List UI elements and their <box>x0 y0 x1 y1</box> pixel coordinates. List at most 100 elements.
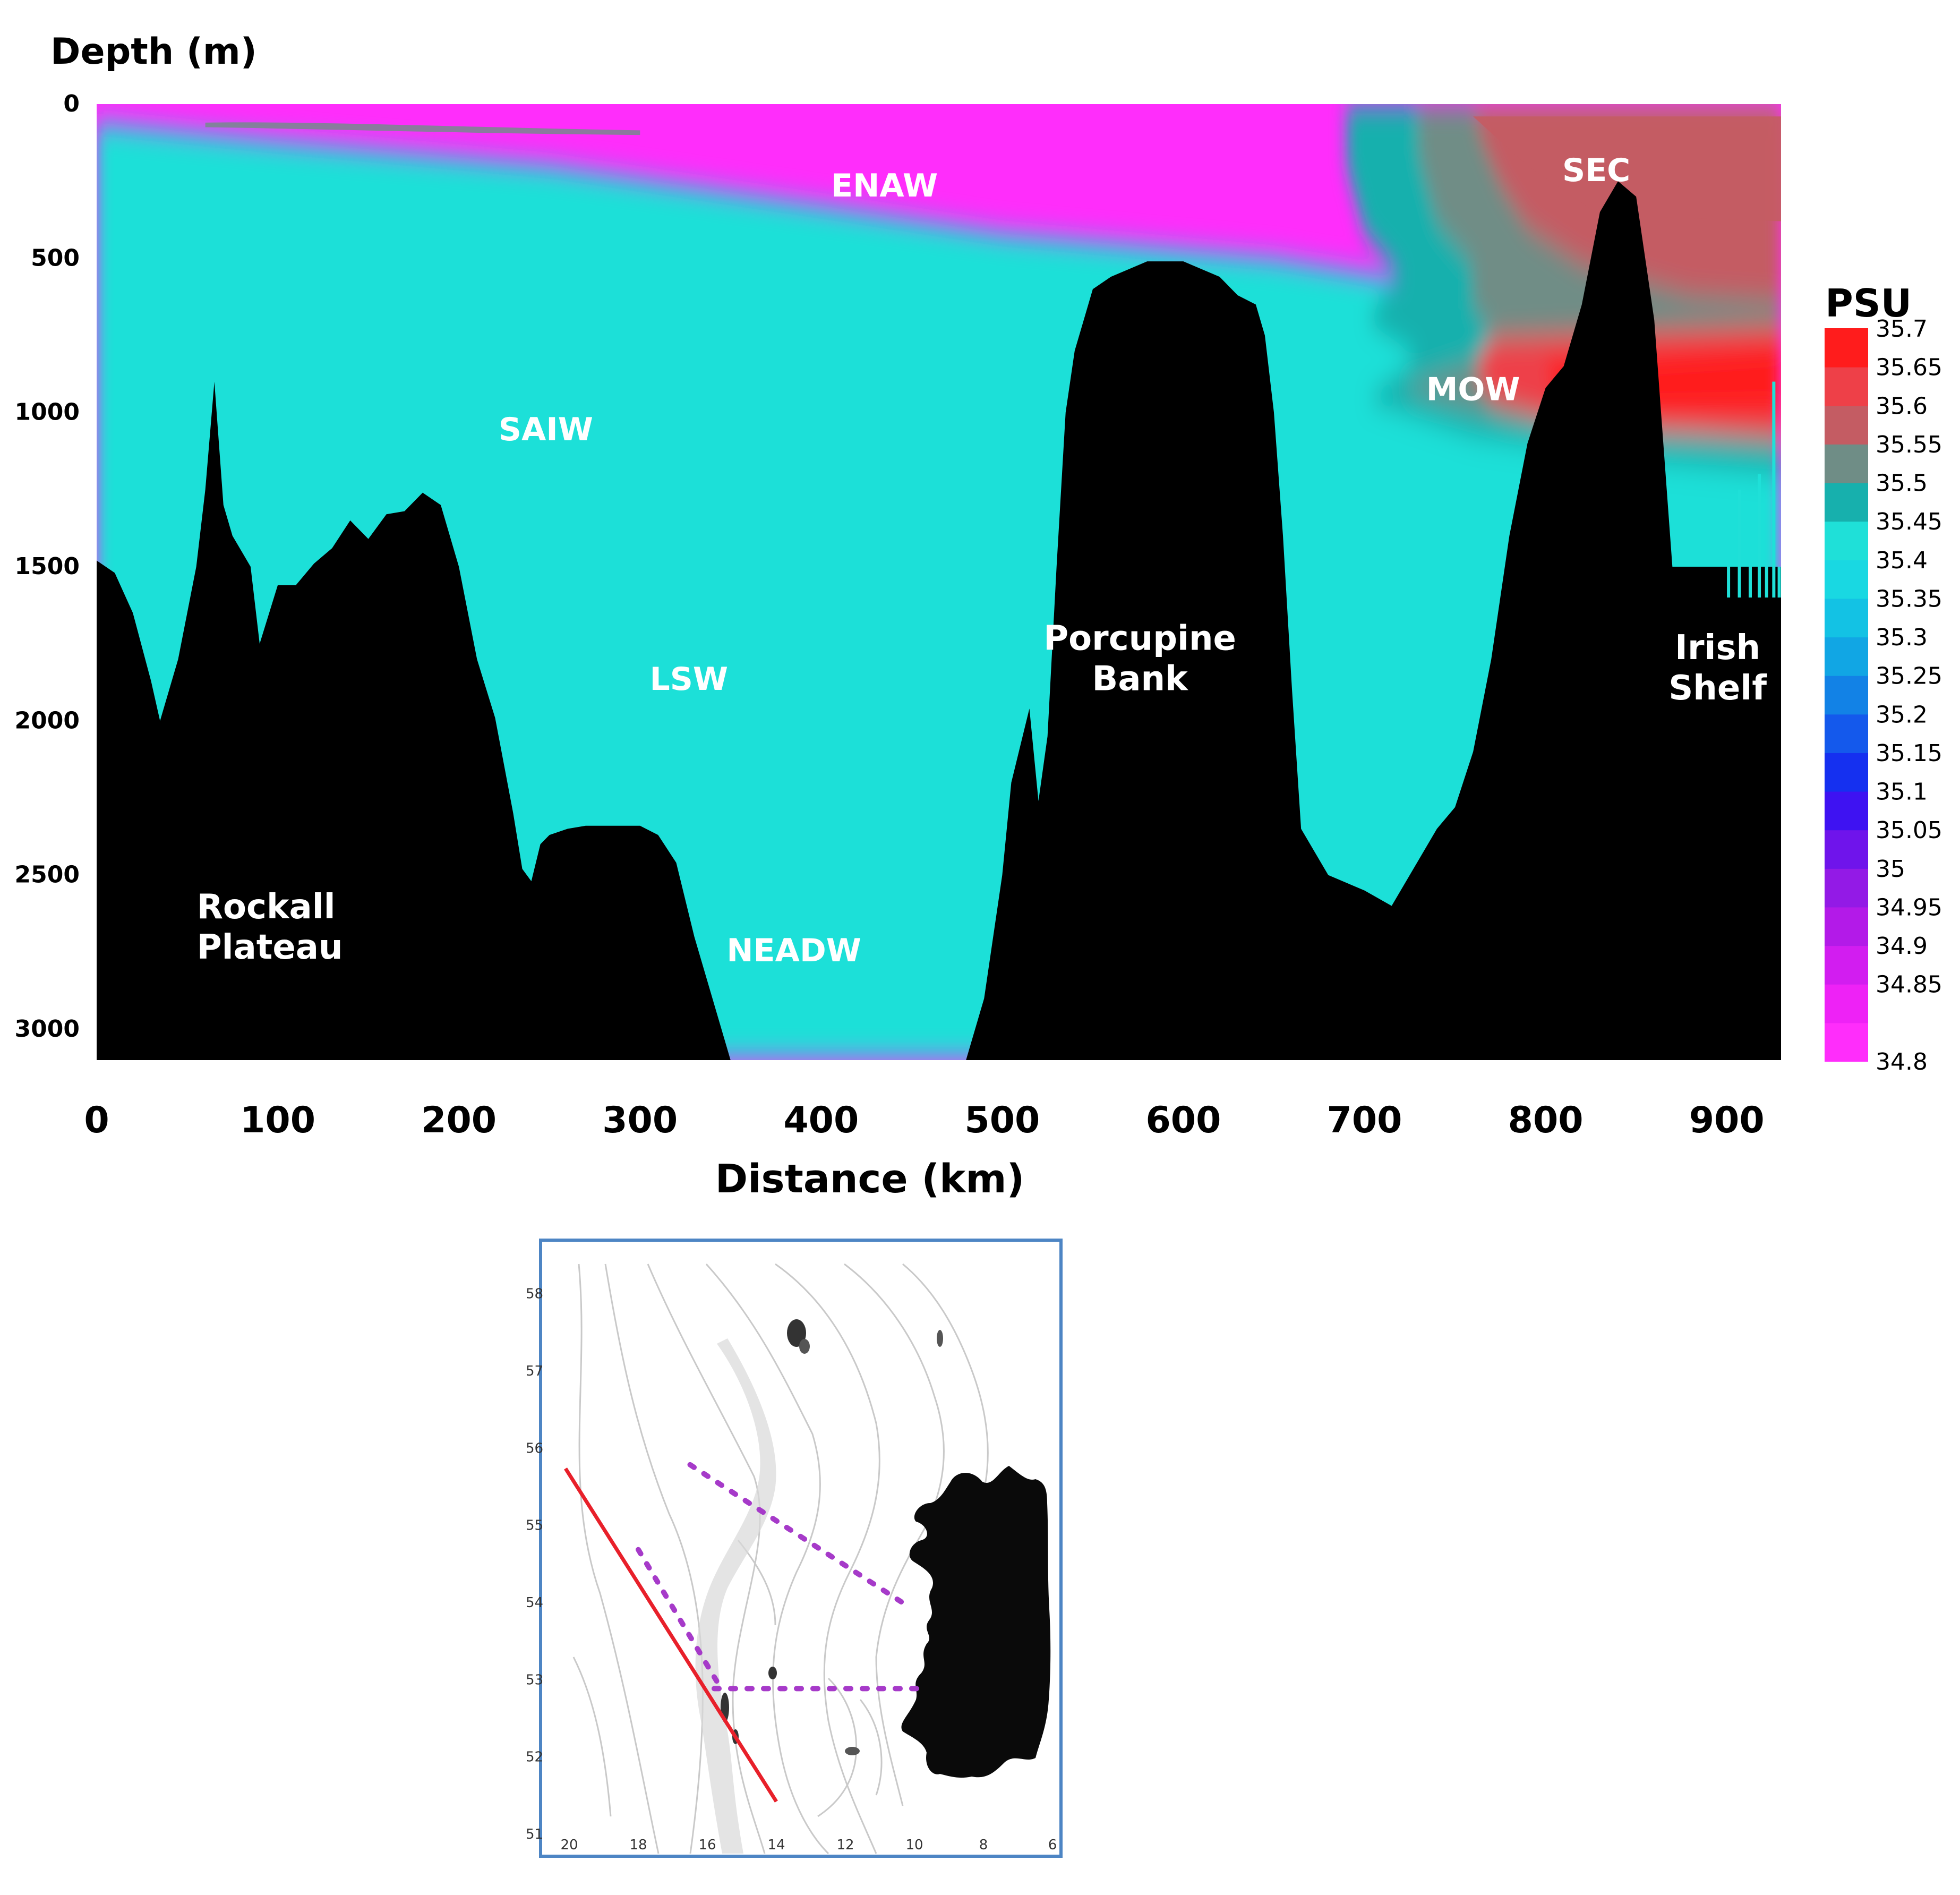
colorbar-band <box>1825 328 1868 368</box>
colorbar-bands <box>1825 328 1868 1062</box>
ireland-landmass <box>901 1466 1051 1778</box>
porcupine-seabight-shading <box>695 1338 776 1854</box>
y-tick-label: 500 <box>31 244 80 271</box>
shelf-water-streak <box>1749 566 1752 598</box>
shelf-water-streak <box>1758 474 1761 598</box>
x-tick-label: 300 <box>602 1099 678 1141</box>
map-y-ticks: 58 57 56 55 54 53 52 51 <box>526 1286 543 1842</box>
colorbar-band <box>1825 559 1868 599</box>
colorbar-band <box>1825 598 1868 638</box>
map-x-ticks: 20 18 16 14 12 10 8 6 <box>560 1837 1057 1853</box>
salinity-band <box>1473 116 1781 221</box>
colorbar-band <box>1825 521 1868 560</box>
salinity-band <box>205 122 640 135</box>
colorbar-tick-label: 35.35 <box>1876 585 1942 612</box>
salinity-band <box>97 122 1781 1060</box>
colorbar-band <box>1825 1022 1868 1062</box>
map-x-tick-label: 10 <box>905 1837 923 1853</box>
map-y-tick-label: 57 <box>526 1363 543 1379</box>
colorbar-tick-label: 35.45 <box>1876 508 1942 535</box>
map-y-tick-label: 55 <box>526 1518 543 1534</box>
colorbar-tick-label: 34.9 <box>1876 933 1928 960</box>
map-y-tick-label: 58 <box>526 1286 543 1302</box>
x-tick-label: 800 <box>1508 1099 1584 1141</box>
water-mass-label: SEC <box>1562 152 1630 189</box>
map-y-tick-label: 56 <box>526 1440 543 1456</box>
colorbar-band <box>1825 791 1868 831</box>
colorbar-band <box>1825 752 1868 792</box>
x-tick-label: 200 <box>421 1099 497 1141</box>
water-mass-label: ENAW <box>831 167 938 204</box>
x-tick-label: 500 <box>964 1099 1040 1141</box>
colorbar-band <box>1825 984 1868 1023</box>
other-section-line <box>636 1547 724 1692</box>
colorbar-tick-label: 35.2 <box>1876 701 1928 728</box>
colorbar-tick-label: 35.7 <box>1876 315 1928 343</box>
colorbar-tick-label: 35.65 <box>1876 354 1942 381</box>
inset-map: 20 18 16 14 12 10 8 6 58 57 56 55 54 53 52 51 <box>526 1239 1063 1858</box>
map-x-tick-label: 14 <box>767 1837 785 1853</box>
x-tick-label: 400 <box>783 1099 859 1141</box>
map-y-tick-label: 52 <box>526 1749 543 1765</box>
seafloor <box>97 181 1781 1060</box>
water-mass-label: LSW <box>649 661 728 698</box>
map-y-tick-label: 53 <box>526 1672 543 1688</box>
map-x-tick-label: 6 <box>1048 1837 1057 1853</box>
colorbar-tick-label: 34.8 <box>1876 1048 1928 1075</box>
shelf-water-streak <box>1777 566 1781 598</box>
y-tick-label: 3000 <box>15 1015 80 1043</box>
map-x-tick-label: 8 <box>979 1837 988 1853</box>
x-tick-label: 900 <box>1689 1099 1765 1141</box>
colorbar-band <box>1825 868 1868 908</box>
y-tick-label: 1000 <box>15 399 80 426</box>
colorbar-tick-label: 34.95 <box>1876 894 1942 921</box>
colorbar-band <box>1825 907 1868 946</box>
feature-label: Irish <box>1675 628 1760 668</box>
colorbar-band <box>1825 366 1868 406</box>
x-tick-label: 600 <box>1145 1099 1221 1141</box>
colorbar: PSU 34.8 34.85 34.9 34.95 35 35.05 35.1 35.15 35… <box>1825 281 1942 1075</box>
y-axis-ticks: 0 500 1000 1500 2000 2500 3000 <box>15 90 80 1043</box>
colorbar-band <box>1825 830 1868 869</box>
map-x-tick-label: 12 <box>836 1837 854 1853</box>
map-y-tick-label: 51 <box>526 1826 543 1842</box>
other-section-line <box>687 1462 907 1607</box>
shelf-water-streak <box>1772 381 1776 598</box>
colorbar-band <box>1825 637 1868 676</box>
map-x-tick-label: 16 <box>698 1837 716 1853</box>
shelf-water-streak <box>1765 566 1768 598</box>
water-mass-label: NEADW <box>726 932 861 969</box>
feature-label: Plateau <box>197 928 343 967</box>
y-tick-label: 2000 <box>15 707 80 734</box>
other-sections <box>636 1462 924 1692</box>
shelf-water-streak <box>1727 566 1731 598</box>
colorbar-tick-label: 35.5 <box>1876 470 1928 497</box>
salinity-section-plot: Depth (m) 0 500 1000 1500 2000 2500 3000 0 100 2… <box>15 31 1781 1202</box>
map-x-tick-label: 20 <box>560 1837 578 1853</box>
feature-label: Rockall <box>197 887 336 927</box>
colorbar-tick-label: 35.3 <box>1876 624 1928 651</box>
colorbar-title: PSU <box>1825 281 1912 326</box>
y-axis-label: Depth (m) <box>50 31 257 73</box>
colorbar-tick-label: 35.4 <box>1876 547 1928 574</box>
colorbar-labels: 34.8 34.85 34.9 34.95 35 35.05 35.1 35.15 35.2 35… <box>1876 315 1942 1075</box>
colorbar-tick-label: 35.1 <box>1876 779 1928 806</box>
x-tick-label: 0 <box>84 1099 109 1141</box>
map-x-tick-label: 18 <box>629 1837 647 1853</box>
feature-label: Bank <box>1092 660 1189 699</box>
bathymetry-layer <box>97 181 1781 1060</box>
y-tick-label: 1500 <box>15 553 80 580</box>
shelf-water-streak <box>1738 489 1741 598</box>
y-tick-label: 2500 <box>15 861 80 889</box>
colorbar-tick-label: 35.05 <box>1876 817 1942 844</box>
water-mass-label: SAIW <box>499 411 593 448</box>
colorbar-band <box>1825 675 1868 715</box>
colorbar-tick-label: 35.6 <box>1876 392 1928 420</box>
colorbar-band <box>1825 945 1868 985</box>
x-tick-label: 100 <box>240 1099 315 1141</box>
colorbar-tick-label: 34.85 <box>1876 971 1942 998</box>
x-axis-ticks: 0 100 200 300 400 500 600 700 800 900 <box>84 1099 1764 1141</box>
seamount-spots <box>721 1319 943 1755</box>
